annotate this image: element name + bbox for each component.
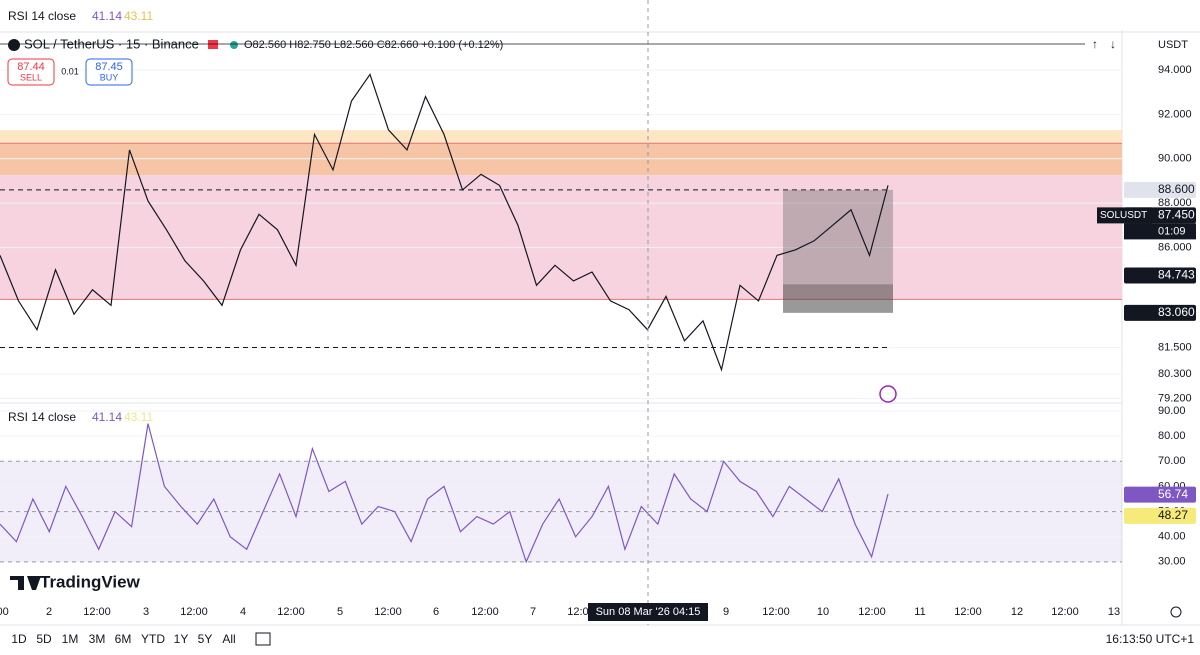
- brand: TradingView: [40, 572, 141, 591]
- price-tag: [1124, 181, 1196, 198]
- crosshair-time-tag: [588, 603, 708, 621]
- x-tick-label: 12:00: [567, 606, 595, 618]
- price-tag: [1124, 507, 1196, 524]
- y-tick-label: 70.00: [1158, 455, 1186, 467]
- x-tick-label: 12:00: [180, 606, 208, 618]
- price-tag-label: 84.743: [1158, 268, 1195, 282]
- plot: [0, 69, 1122, 564]
- x-tick-label: 12:00: [471, 606, 499, 618]
- series-line: [0, 73, 889, 372]
- x-tick-label: 12:00: [762, 606, 790, 618]
- x-tick-label: 11: [914, 606, 925, 618]
- x-tick-label: 12:00: [277, 606, 305, 618]
- range-button[interactable]: All: [222, 632, 235, 646]
- x-tick-label: 6: [433, 606, 439, 618]
- countdown: 01:09: [1158, 225, 1186, 237]
- y-tick-label: 79.200: [1158, 392, 1192, 404]
- price-tag: [1124, 486, 1196, 503]
- range-button[interactable]: 1Y: [174, 632, 189, 646]
- rsi-pane-value: 41.14: [92, 410, 122, 424]
- market-icon: [208, 40, 218, 49]
- crosshair-time: Sun 08 Mar '26 04:15: [596, 606, 701, 618]
- x-tick-label: 10: [817, 606, 829, 618]
- x-tick-label: 5: [337, 606, 343, 618]
- countdown-tag: [1124, 223, 1196, 240]
- y-tick-label: 80.00: [1158, 430, 1186, 442]
- symbol-icon: [8, 39, 20, 51]
- range-button[interactable]: 5D: [36, 632, 52, 646]
- symbol-tag-label: SOLUSDT: [1100, 210, 1147, 221]
- range-button[interactable]: 1M: [62, 632, 79, 646]
- sell-price: 87.44: [17, 61, 45, 73]
- price-tag-label: 83.060: [1158, 305, 1195, 319]
- y-tick-label: 80.300: [1158, 368, 1192, 380]
- x-tick-label: 3: [143, 606, 149, 618]
- buy-button[interactable]: [85, 58, 133, 86]
- y-tick-label: 81.500: [1158, 341, 1192, 353]
- arrow-down[interactable]: ↓: [1110, 37, 1116, 51]
- calendar-icon[interactable]: [255, 632, 271, 646]
- settings-icon[interactable]: [1170, 606, 1182, 618]
- y-tick-label: 86.000: [1158, 241, 1192, 253]
- spread: 0.01: [61, 66, 79, 76]
- series-line: [0, 423, 889, 564]
- x-tick-label: 2: [46, 606, 52, 618]
- x-tick-label: 12:00: [858, 606, 886, 618]
- x-tick-label: 12:00: [1051, 606, 1079, 618]
- sell-button[interactable]: [7, 58, 55, 86]
- x-tick-label: 12: [1011, 606, 1023, 618]
- range-button[interactable]: YTD: [141, 632, 165, 646]
- range-button[interactable]: 3M: [89, 632, 106, 646]
- status-dot: [230, 41, 238, 49]
- y-tick-label: 90.00: [1158, 405, 1186, 417]
- price-tag-label: 56.74: [1158, 487, 1188, 501]
- x-tick-label: 12:00: [0, 606, 9, 618]
- y-tick-label: 94.000: [1158, 64, 1192, 76]
- y-tick-label: 40.00: [1158, 531, 1186, 543]
- rsi-pane-title: RSI 14 close: [8, 410, 76, 424]
- range-button[interactable]: 5Y: [198, 632, 213, 646]
- symbol-tag: [1097, 207, 1152, 224]
- indicator-title: RSI 14 close: [8, 9, 76, 23]
- buy-label: BUY: [100, 72, 119, 82]
- alert-icon[interactable]: [879, 385, 897, 403]
- rsi-pane-ma: 43.11: [124, 410, 153, 424]
- position-box: [783, 189, 893, 285]
- currency[interactable]: USDT: [1158, 39, 1188, 51]
- brand-logo: [10, 576, 41, 590]
- y-tick-label: 90.000: [1158, 153, 1192, 165]
- x-tick-label: 12:00: [954, 606, 982, 618]
- sell-label: SELL: [20, 72, 42, 82]
- arrow-up[interactable]: ↑: [1092, 37, 1098, 51]
- y-tick-label: 88.000: [1158, 197, 1192, 209]
- price-tag-label: 88.600: [1158, 182, 1195, 196]
- price-tag: [1124, 267, 1196, 284]
- buy-price: 87.45: [95, 61, 123, 73]
- x-tick-label: 4: [240, 606, 246, 618]
- clock: 16:13:50 UTC+1: [1106, 632, 1195, 646]
- price-tag: [1124, 304, 1196, 321]
- x-tick-label: 13: [1108, 606, 1120, 618]
- x-tick-label: 7: [530, 606, 536, 618]
- x-tick-label: 12:00: [83, 606, 111, 618]
- y-tick-label: 30.00: [1158, 556, 1186, 568]
- price-tag-label: 87.450: [1158, 208, 1195, 222]
- range-button[interactable]: 1D: [11, 632, 27, 646]
- zone: [0, 130, 1122, 144]
- rsi-ma-value: 43.11: [124, 9, 153, 23]
- y-tick-label: 92.000: [1158, 108, 1192, 120]
- zone: [0, 175, 1122, 300]
- x-tick-label: 12:00: [374, 606, 402, 618]
- rsi-value: 41.14: [92, 9, 122, 23]
- x-tick-label: 9: [723, 606, 729, 618]
- price-tag-label: 48.27: [1158, 508, 1188, 522]
- range-button[interactable]: 6M: [115, 632, 132, 646]
- position-box-stop: [783, 284, 893, 313]
- ohlc: O82.560 H82.750 L82.560 C82.660 +0.100 (…: [244, 39, 503, 51]
